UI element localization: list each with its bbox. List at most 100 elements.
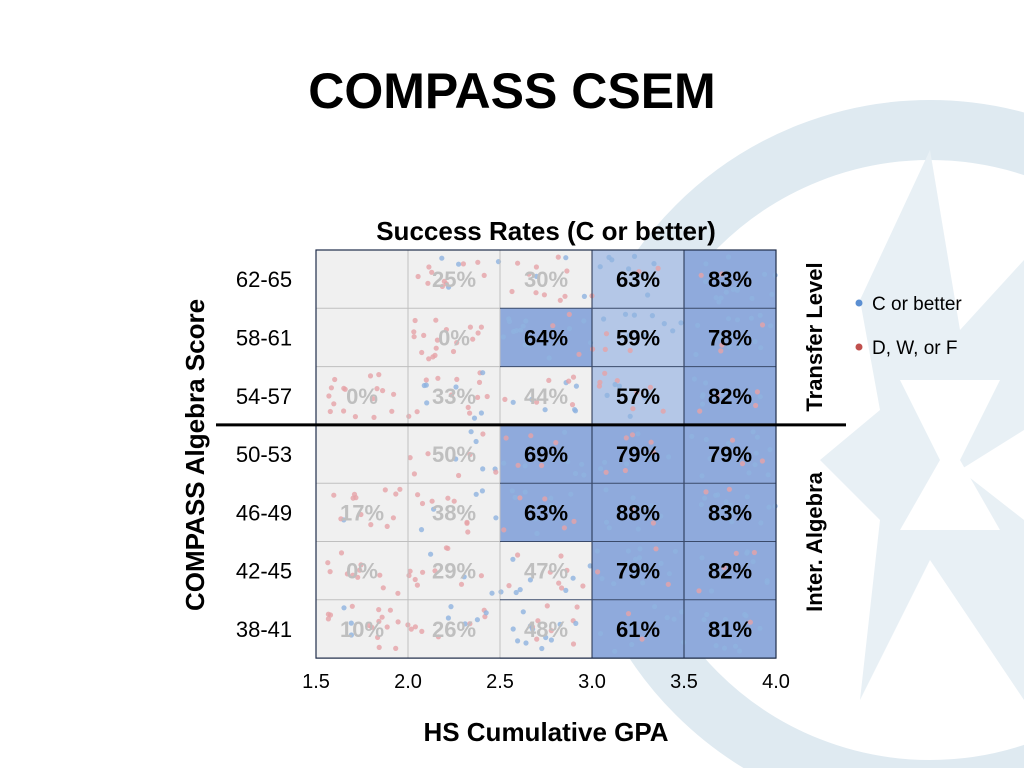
dot-d-w-f	[412, 576, 418, 583]
dot-c-or-better	[744, 494, 750, 500]
dot-c-or-better	[626, 333, 632, 339]
dot-d-w-f	[467, 451, 473, 458]
dot-c-or-better	[693, 351, 699, 358]
dot-c-or-better	[627, 413, 633, 419]
dot-d-w-f	[655, 265, 661, 271]
dot-c-or-better	[757, 394, 763, 400]
dot-d-w-f	[753, 402, 759, 409]
dot-d-w-f	[546, 377, 552, 383]
dot-d-w-f	[393, 645, 399, 652]
dot-c-or-better	[474, 617, 480, 623]
cell-value-label: 79%	[708, 442, 752, 467]
dot-d-w-f	[475, 394, 481, 400]
dot-c-or-better	[479, 488, 485, 494]
dot-d-w-f	[603, 331, 610, 337]
dot-d-w-f	[564, 268, 570, 274]
cell-value-label: 82%	[708, 559, 752, 584]
dot-d-w-f	[481, 272, 487, 278]
dot-d-w-f	[526, 271, 532, 277]
dot-d-w-f	[580, 583, 586, 589]
dot-d-w-f	[733, 550, 739, 556]
dot-d-w-f	[561, 525, 568, 531]
dot-c-or-better	[418, 527, 425, 533]
cell-value-label: 61%	[616, 617, 660, 642]
dot-d-w-f	[415, 492, 421, 498]
dot-d-w-f	[747, 619, 754, 625]
dot-d-w-f	[630, 406, 636, 412]
dot-c-or-better	[698, 502, 705, 508]
dot-d-w-f	[476, 379, 483, 385]
dot-d-w-f	[357, 567, 363, 573]
dot-d-w-f	[433, 345, 439, 351]
dot-d-w-f	[325, 616, 331, 622]
dot-c-or-better	[689, 433, 695, 439]
dot-d-w-f	[553, 440, 559, 446]
dot-c-or-better	[542, 407, 548, 413]
dot-c-or-better	[634, 569, 640, 576]
dot-c-or-better	[473, 438, 479, 445]
dot-c-or-better	[691, 376, 698, 382]
dot-c-or-better	[572, 470, 579, 477]
dot-c-or-better	[515, 638, 521, 644]
dot-d-w-f	[454, 376, 460, 382]
dot-c-or-better	[500, 334, 506, 340]
dot-c-or-better	[768, 323, 774, 329]
legend-marker	[855, 343, 863, 351]
cell-value-label: 0%	[438, 325, 470, 350]
dot-c-or-better	[461, 574, 467, 580]
dot-c-or-better	[445, 615, 451, 621]
dot-d-w-f	[544, 603, 550, 609]
chart-title: Success Rates (C or better)	[376, 216, 716, 246]
dot-c-or-better	[704, 611, 710, 618]
dot-d-w-f	[759, 458, 766, 464]
dot-d-w-f	[355, 574, 361, 580]
cell-value-label: 30%	[524, 267, 568, 292]
dot-d-w-f	[534, 399, 540, 405]
row-label: 50-53	[236, 442, 292, 467]
dot-d-w-f	[614, 378, 620, 384]
cell-r0-c2	[500, 250, 592, 309]
dot-d-w-f	[341, 408, 347, 414]
dot-c-or-better	[498, 589, 504, 595]
dot-c-or-better	[746, 470, 752, 476]
dot-d-w-f	[376, 644, 382, 651]
dot-d-w-f	[391, 391, 397, 397]
dot-d-w-f	[542, 496, 548, 502]
cell-r2-c2	[500, 366, 592, 425]
dot-d-w-f	[411, 329, 417, 335]
dot-d-w-f	[454, 340, 460, 346]
dot-d-w-f	[719, 271, 725, 277]
dot-c-or-better	[510, 556, 516, 562]
dot-d-w-f	[470, 336, 476, 342]
grid-layer	[216, 249, 846, 659]
dot-d-w-f	[332, 376, 338, 383]
dot-c-or-better	[424, 400, 430, 406]
row-label: 54-57	[236, 384, 292, 409]
dot-c-or-better	[462, 621, 468, 627]
dot-d-w-f	[439, 283, 445, 289]
cell-value-label: 88%	[616, 500, 660, 525]
dot-d-w-f	[435, 375, 441, 381]
dot-d-w-f	[429, 498, 435, 504]
dot-d-w-f	[541, 292, 548, 298]
dot-d-w-f	[377, 572, 383, 578]
row-label: 62-65	[236, 267, 292, 292]
dot-c-or-better	[707, 455, 713, 462]
dot-d-w-f	[411, 471, 417, 477]
dot-d-w-f	[576, 351, 582, 357]
dot-d-w-f	[534, 636, 540, 642]
dot-d-w-f	[414, 582, 420, 588]
dot-c-or-better	[715, 492, 721, 498]
dot-c-or-better	[738, 510, 744, 516]
dot-d-w-f	[338, 516, 344, 522]
dot-c-or-better	[602, 459, 608, 465]
dot-d-w-f	[564, 567, 570, 574]
dot-d-w-f	[623, 435, 629, 441]
dot-d-w-f	[433, 317, 439, 323]
dot-c-or-better	[766, 504, 772, 510]
dot-c-or-better	[708, 588, 715, 594]
x-tick-label: 2.0	[394, 671, 422, 693]
cell-r4-c3	[592, 483, 684, 542]
cell-value-label: 64%	[524, 325, 568, 350]
dot-d-w-f	[557, 297, 563, 303]
